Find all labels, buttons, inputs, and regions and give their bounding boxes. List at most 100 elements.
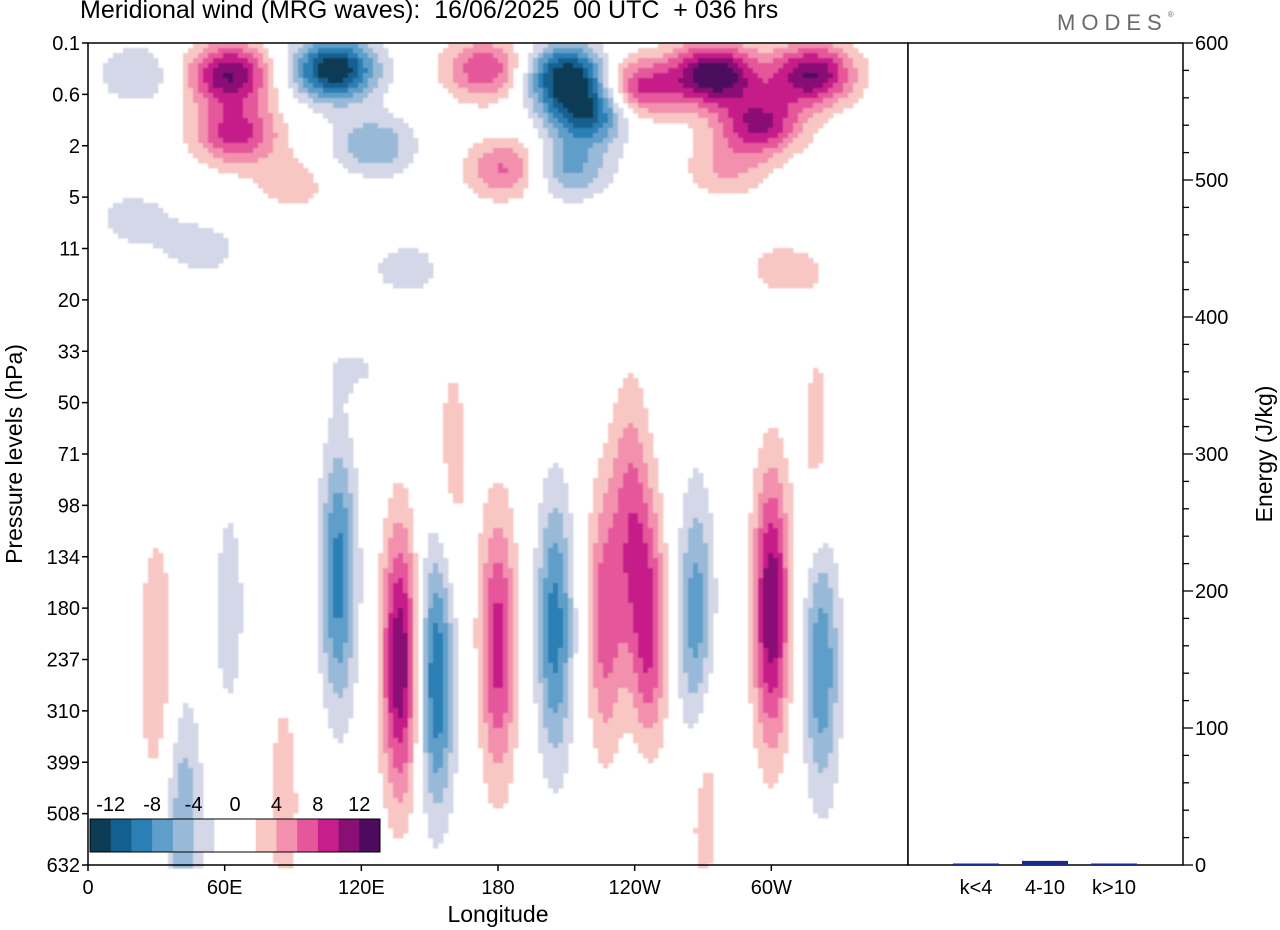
heatmap-cell xyxy=(518,143,524,149)
heatmap-cell xyxy=(648,53,654,59)
heatmap-cell xyxy=(828,48,834,54)
heatmap-cell xyxy=(373,83,379,89)
heatmap-cell xyxy=(333,468,339,474)
heatmap-cell xyxy=(333,78,339,84)
heatmap-cell xyxy=(808,423,814,429)
heatmap-cell xyxy=(613,103,619,109)
heatmap-cell xyxy=(198,58,204,64)
heatmap-cell xyxy=(353,43,359,49)
heatmap-cell xyxy=(578,103,584,109)
heatmap-cell xyxy=(223,63,229,69)
heatmap-cell xyxy=(723,108,729,114)
heatmap-cell xyxy=(688,498,694,504)
heatmap-cell xyxy=(813,48,819,54)
heatmap-cell xyxy=(328,453,334,459)
heatmap-cell xyxy=(338,548,344,554)
heatmap-cell xyxy=(658,113,664,119)
heatmap-cell xyxy=(348,563,354,569)
heatmap-cell xyxy=(158,73,164,79)
heatmap-cell xyxy=(723,88,729,94)
heatmap-cell xyxy=(268,143,274,149)
heatmap-cell xyxy=(573,173,579,179)
heatmap-cell xyxy=(393,168,399,174)
heatmap-cell xyxy=(568,93,574,99)
heatmap-cell xyxy=(688,523,694,529)
heatmap-cell xyxy=(228,63,234,69)
heatmap-cell xyxy=(403,158,409,164)
heatmap-cell xyxy=(388,78,394,84)
heatmap-cell xyxy=(743,158,749,164)
heatmap-cell xyxy=(803,143,809,149)
heatmap-cell xyxy=(663,548,669,554)
heatmap-cell xyxy=(618,483,624,489)
heatmap-cell xyxy=(693,543,699,549)
heatmap-cell xyxy=(808,433,814,439)
heatmap-cell xyxy=(588,553,594,559)
heatmap-cell xyxy=(343,523,349,529)
heatmap-cell xyxy=(353,373,359,379)
heatmap-cell xyxy=(503,138,509,144)
heatmap-cell xyxy=(493,53,499,59)
heatmap-cell xyxy=(208,113,214,119)
heatmap-cell xyxy=(218,253,224,259)
heatmap-cell xyxy=(568,513,574,519)
heatmap-cell xyxy=(133,203,139,209)
heatmap-cell xyxy=(543,48,549,54)
heatmap-cell xyxy=(483,98,489,104)
heatmap-cell xyxy=(288,158,294,164)
heatmap-cell xyxy=(683,563,689,569)
heatmap-cell xyxy=(778,568,784,574)
heatmap-cell xyxy=(413,578,419,584)
heatmap-cell xyxy=(493,188,499,194)
heatmap-cell xyxy=(558,538,564,544)
heatmap-cell xyxy=(283,163,289,169)
heatmap-cell xyxy=(718,48,724,54)
heatmap-cell xyxy=(338,103,344,109)
heatmap-cell xyxy=(618,443,624,449)
heatmap-cell xyxy=(503,573,509,579)
heatmap-cell xyxy=(378,43,384,49)
heatmap-cell xyxy=(813,128,819,134)
heatmap-cell xyxy=(598,563,604,569)
heatmap-cell xyxy=(223,163,229,169)
heatmap-cell xyxy=(138,213,144,219)
heatmap-cell xyxy=(598,78,604,84)
heatmap-cell xyxy=(543,138,549,144)
heatmap-cell xyxy=(603,508,609,514)
heatmap-cell xyxy=(158,228,164,234)
heatmap-cell xyxy=(783,533,789,539)
heatmap-cell xyxy=(223,78,229,84)
heatmap-cell xyxy=(723,153,729,159)
heatmap-cell xyxy=(533,548,539,554)
heatmap-cell xyxy=(708,98,714,104)
heatmap-cell xyxy=(633,78,639,84)
heatmap-cell xyxy=(618,488,624,494)
heatmap-cell xyxy=(568,58,574,64)
heatmap-cell xyxy=(503,88,509,94)
heatmap-cell xyxy=(778,478,784,484)
heatmap-cell xyxy=(538,513,544,519)
heatmap-cell xyxy=(743,178,749,184)
heatmap-cell xyxy=(803,63,809,69)
heatmap-cell xyxy=(723,58,729,64)
heatmap-cell xyxy=(188,53,194,59)
heatmap-cell xyxy=(658,528,664,534)
heatmap-cell xyxy=(823,108,829,114)
heatmap-cell xyxy=(588,88,594,94)
heatmap-cell xyxy=(303,198,309,204)
heatmap-cell xyxy=(773,458,779,464)
heatmap-cell xyxy=(558,493,564,499)
heatmap-cell xyxy=(708,153,714,159)
heatmap-cell xyxy=(238,78,244,84)
heatmap-cell xyxy=(123,208,129,214)
heatmap-cell xyxy=(228,78,234,84)
heatmap-cell xyxy=(493,523,499,529)
heatmap-cell xyxy=(278,113,284,119)
heatmap-cell xyxy=(503,178,509,184)
heatmap-cell xyxy=(323,88,329,94)
heatmap-cell xyxy=(243,118,249,124)
heatmap-cell xyxy=(363,43,369,49)
heatmap-cell xyxy=(633,428,639,434)
heatmap-cell xyxy=(298,43,304,49)
heatmap-cell xyxy=(298,183,304,189)
